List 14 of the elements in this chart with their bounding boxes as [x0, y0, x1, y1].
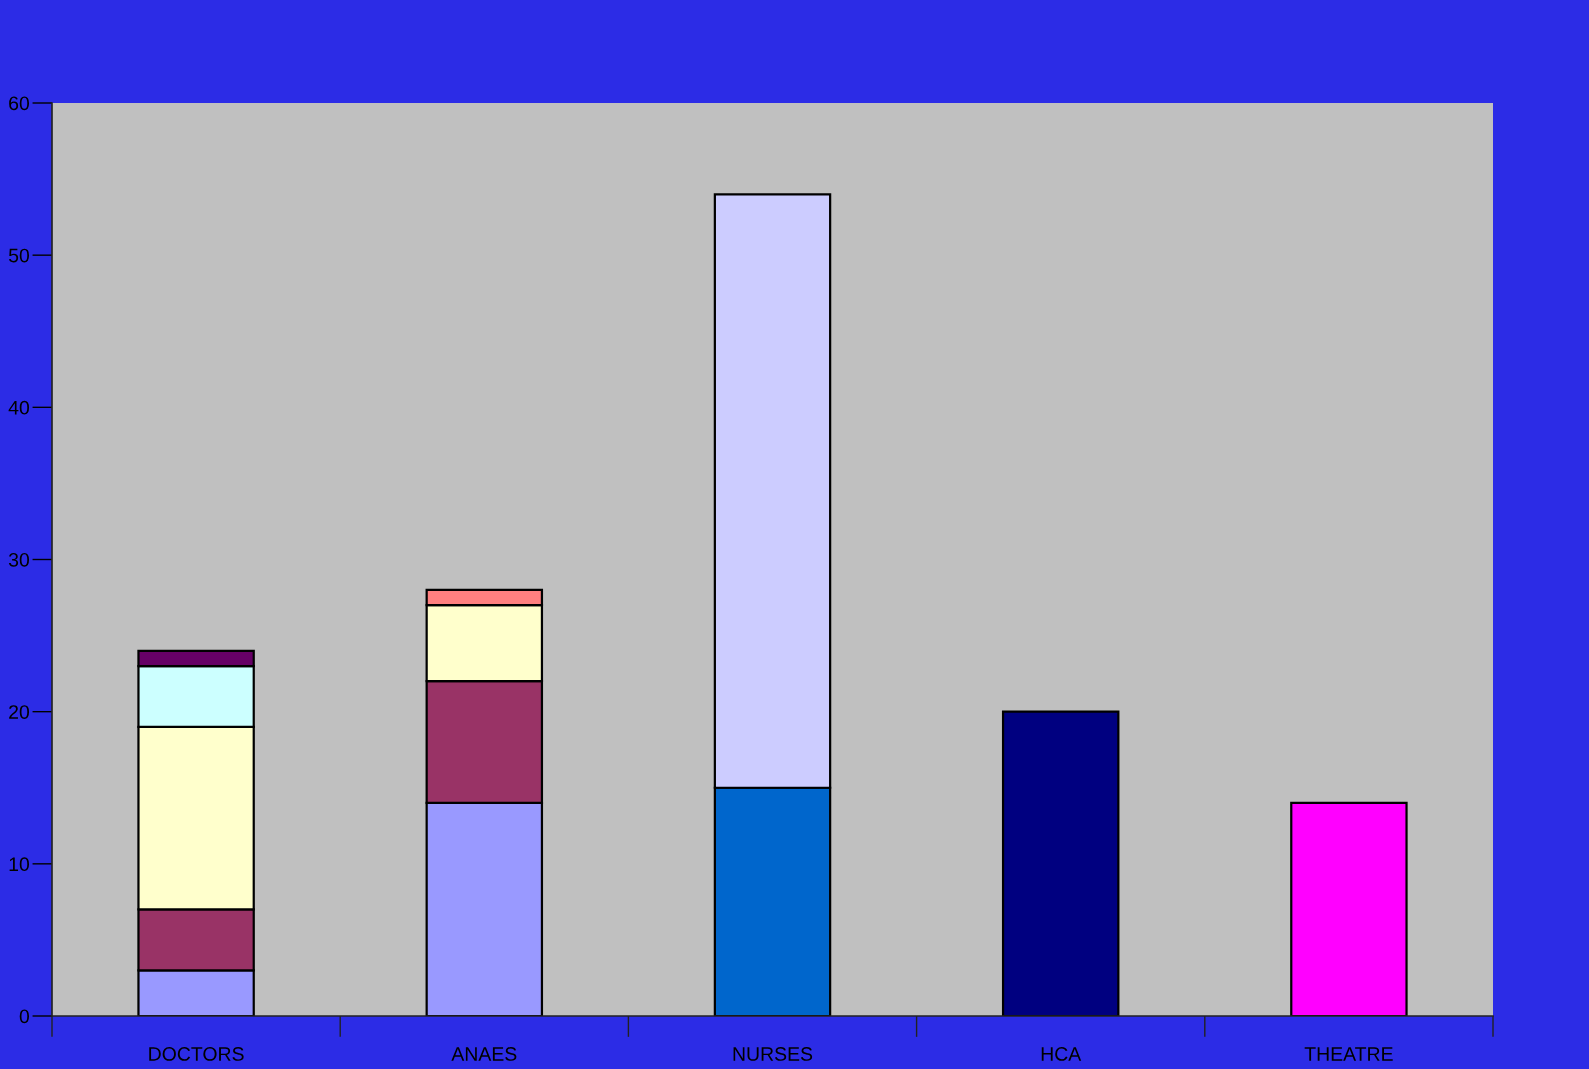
x-tick-label: ANAES	[451, 1047, 517, 1061]
x-tick-label: NURSES	[733, 1047, 813, 1061]
bar	[1001, 710, 1120, 1016]
y-tick-label: 60	[9, 96, 30, 111]
y-tick-label: 20	[9, 705, 30, 719]
y-tick-label: 0	[19, 1009, 30, 1024]
y-tick-label: 30	[8, 552, 30, 567]
y-tick-label: 40	[8, 400, 30, 415]
x-tick-label: THEATRE	[1304, 1047, 1393, 1061]
bar	[1290, 801, 1408, 1016]
y-tick-label: 50	[8, 248, 30, 263]
y-tick-label: 10	[9, 857, 30, 872]
x-tick-label: HCA	[1041, 1047, 1082, 1061]
x-tick-label: DOCTORS	[149, 1047, 244, 1061]
